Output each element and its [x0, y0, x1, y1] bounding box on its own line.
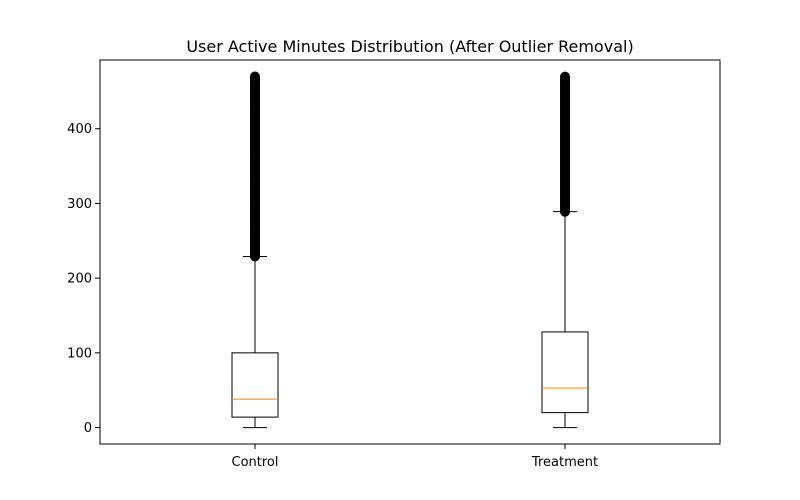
y-tick-label: 100	[67, 346, 92, 361]
outlier-point	[250, 71, 260, 82]
outliers-control	[250, 71, 260, 262]
y-tick-label: 300	[67, 197, 92, 212]
y-tick-label: 400	[67, 122, 92, 137]
box-control	[231, 352, 279, 418]
outlier-point	[560, 71, 570, 82]
y-tick-label: 0	[84, 421, 92, 436]
x-tick-label-treatment: Treatment	[531, 455, 598, 470]
outliers-treatment	[560, 71, 570, 217]
box-treatment	[541, 331, 589, 414]
y-tick-label: 200	[67, 272, 92, 287]
chart-title: User Active Minutes Distribution (After …	[186, 37, 633, 56]
plot-area: 0 100 200 300 400 Control Treatment	[67, 71, 598, 470]
axes-frame	[99, 59, 721, 445]
x-tick-label-control: Control	[232, 455, 279, 470]
